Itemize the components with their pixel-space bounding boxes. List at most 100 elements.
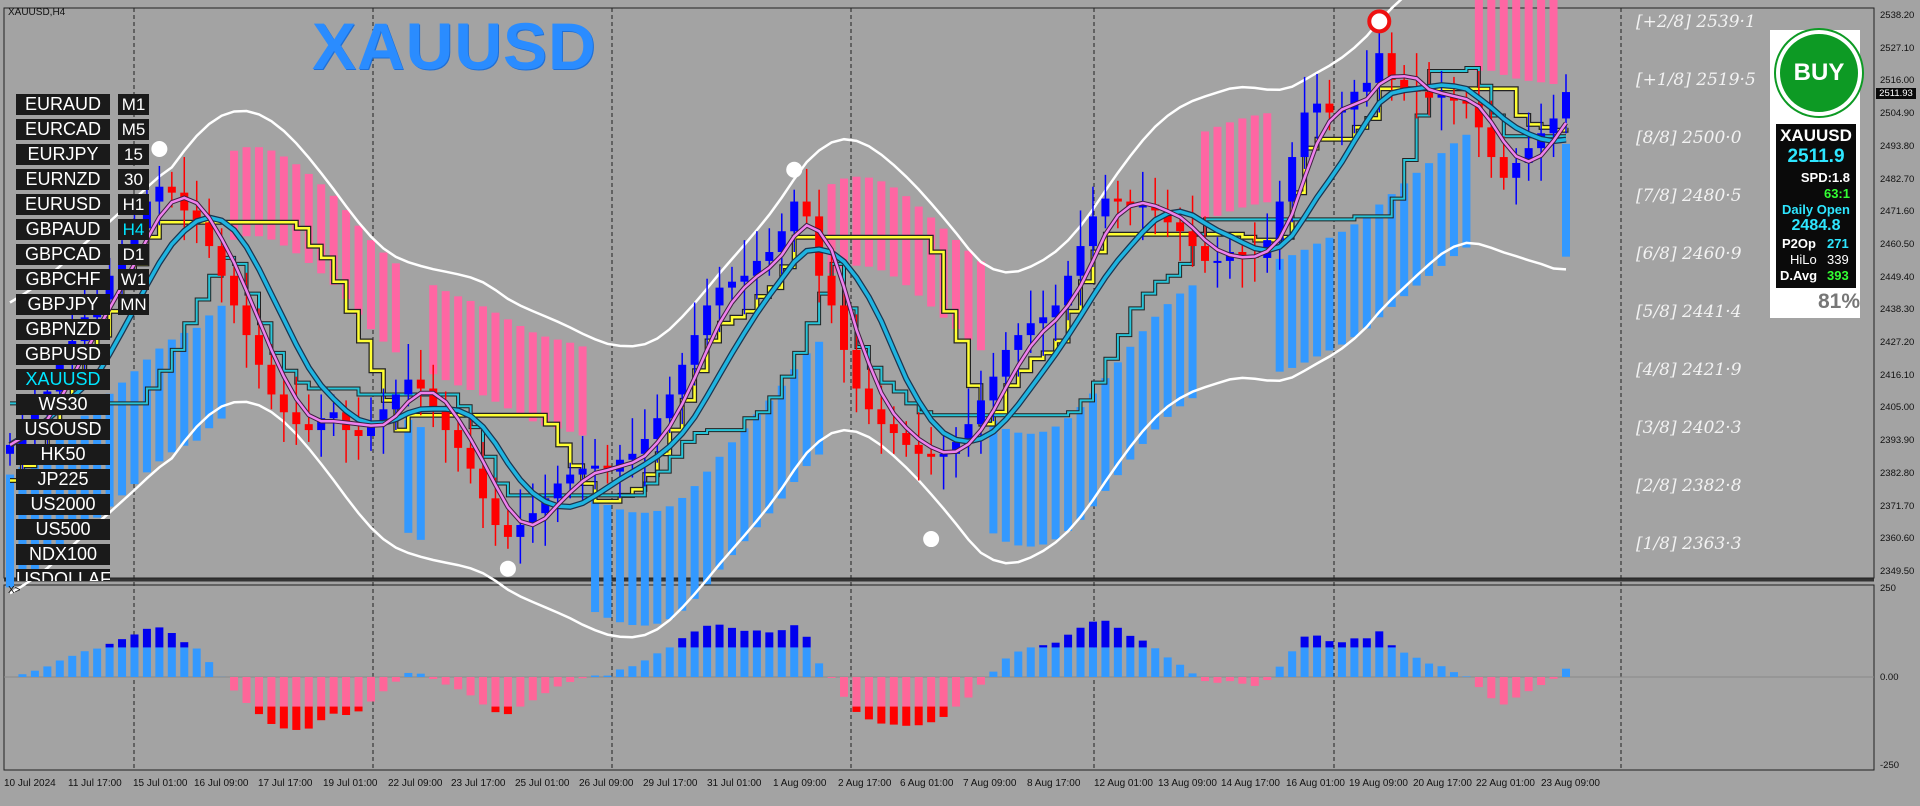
cloud-bar-up — [728, 442, 736, 555]
symbol-button-gbpjpy[interactable]: GBPJPY — [16, 294, 110, 315]
osc-bar-up — [1064, 647, 1072, 677]
candle-bear — [902, 433, 910, 445]
cloud-bar-up — [1002, 429, 1010, 542]
cloud-bar-down — [1201, 131, 1209, 220]
candle-bull — [1101, 199, 1109, 217]
osc-bar-down-strong — [877, 707, 885, 724]
osc-bar-up-strong — [1052, 643, 1060, 648]
osc-bar-up — [1052, 647, 1060, 677]
osc-bar-down — [392, 677, 400, 682]
osc-bar-up — [417, 674, 425, 677]
osc-bar-down — [865, 677, 873, 707]
candle-bull — [330, 412, 338, 418]
osc-bar-up-strong — [678, 638, 686, 647]
osc-bar-up-strong — [180, 642, 188, 647]
symbol-button-eurnzd[interactable]: EURNZD — [16, 169, 110, 190]
murrey-level-label: [8/8] 2500·0 — [1636, 128, 1742, 148]
cloud-bar-up — [417, 427, 425, 540]
timeframe-button-h1[interactable]: H1 — [118, 194, 149, 215]
info-price: 2511.9 — [1776, 146, 1856, 168]
osc-bar-up-strong — [1363, 638, 1371, 647]
osc-bar-down-strong — [342, 707, 350, 715]
symbol-button-gbpnzd[interactable]: GBPNZD — [16, 319, 110, 340]
symbol-button-xauusd[interactable]: XAUUSD — [16, 369, 110, 390]
osc-bar-up — [1089, 647, 1097, 677]
osc-bar-down — [529, 677, 537, 700]
time-axis-tick: 16 Jul 09:00 — [194, 778, 249, 789]
cloud-bar-up — [716, 457, 724, 570]
candle-bear — [218, 246, 226, 276]
symbol-button-usdollaf[interactable]: USDOLLAF — [16, 569, 110, 581]
cloud-bar-up — [1301, 250, 1309, 363]
osc-bar-up — [56, 661, 64, 677]
symbol-button-euraud[interactable]: EURAUD — [16, 94, 110, 115]
osc-bar-up — [778, 647, 786, 677]
cloud-bar-down — [1263, 113, 1271, 202]
symbol-button-eurusd[interactable]: EURUSD — [16, 194, 110, 215]
symbol-button-us2000[interactable]: US2000 — [16, 494, 110, 515]
symbol-button-hk50[interactable]: HK50 — [16, 444, 110, 465]
time-axis-tick: 11 Jul 17:00 — [68, 778, 122, 789]
info-p2op-label: P2Op — [1782, 236, 1816, 251]
osc-bar-up-strong — [753, 631, 761, 648]
osc-bar-up — [106, 647, 114, 677]
cloud-bar-up — [1101, 378, 1109, 491]
symbol-button-jp225[interactable]: JP225 — [16, 469, 110, 490]
osc-bar-down — [479, 677, 487, 704]
price-axis-tick: 2405.00 — [1880, 402, 1914, 413]
osc-bar-down-strong — [890, 707, 898, 725]
timeframe-button-15[interactable]: 15 — [118, 144, 149, 165]
cloud-bar-down — [467, 301, 475, 390]
cloud-bar-down — [529, 332, 537, 421]
osc-bar-down — [554, 677, 562, 686]
timeframe-button-m5[interactable]: M5 — [118, 119, 149, 140]
osc-bar-down — [828, 677, 836, 678]
time-axis-tick: 29 Jul 17:00 — [643, 778, 698, 789]
timeframe-button-30[interactable]: 30 — [118, 169, 149, 190]
symbol-button-gbpusd[interactable]: GBPUSD — [16, 344, 110, 365]
osc-bar-up — [1114, 647, 1122, 677]
murrey-level-label: [7/8] 2480·5 — [1636, 186, 1742, 206]
symbol-button-usousd[interactable]: USOUSD — [16, 419, 110, 440]
osc-bar-up-strong — [803, 637, 811, 648]
symbol-button-eurjpy[interactable]: EURJPY — [16, 144, 110, 165]
candle-bear — [442, 409, 450, 430]
cloud-bar-up — [155, 349, 163, 462]
time-axis-tick: 13 Aug 09:00 — [1158, 778, 1217, 789]
osc-bar-up-strong — [1101, 621, 1109, 648]
symbol-button-ws30[interactable]: WS30 — [16, 394, 110, 415]
candle-bull — [579, 469, 587, 475]
cloud-bar-up — [1313, 244, 1321, 357]
time-axis-tick: 20 Aug 17:00 — [1413, 778, 1472, 789]
swing-high-alert-marker — [1369, 11, 1389, 31]
symbol-button-eurcad[interactable]: EURCAD — [16, 119, 110, 140]
time-axis-tick: 6 Aug 01:00 — [900, 778, 953, 789]
price-axis-tick: 2527.10 — [1880, 43, 1914, 54]
cloud-bar-down — [516, 326, 524, 415]
osc-bar-up-strong — [1126, 636, 1134, 648]
timeframe-button-h4[interactable]: H4 — [118, 219, 149, 240]
symbol-button-us500[interactable]: US500 — [16, 519, 110, 540]
timeframe-button-w1[interactable]: W1 — [118, 269, 149, 290]
osc-bar-down — [379, 677, 387, 691]
timeframe-button-mn[interactable]: MN — [118, 294, 149, 315]
osc-bar-up — [691, 647, 699, 677]
candle-bear — [1500, 157, 1508, 178]
candle-bear — [828, 276, 836, 306]
cloud-bar-up — [604, 505, 612, 618]
cloud-bar-up — [218, 306, 226, 419]
candle-bear — [865, 389, 873, 410]
symbol-button-gbpchf[interactable]: GBPCHF — [16, 269, 110, 290]
current-price-tag: 2511.93 — [1876, 88, 1916, 99]
cloud-bar-down — [1500, 0, 1508, 75]
symbol-button-gbpaud[interactable]: GBPAUD — [16, 219, 110, 240]
timeframe-button-m1[interactable]: M1 — [118, 94, 149, 115]
symbol-button-gbpcad[interactable]: GBPCAD — [16, 244, 110, 265]
osc-bar-down-strong — [915, 707, 923, 726]
osc-bar-up — [703, 647, 711, 677]
timeframe-button-d1[interactable]: D1 — [118, 244, 149, 265]
buy-signal-button[interactable]: BUY — [1776, 30, 1862, 116]
symbol-button-ndx100[interactable]: NDX100 — [16, 544, 110, 565]
osc-bar-down — [330, 677, 338, 707]
